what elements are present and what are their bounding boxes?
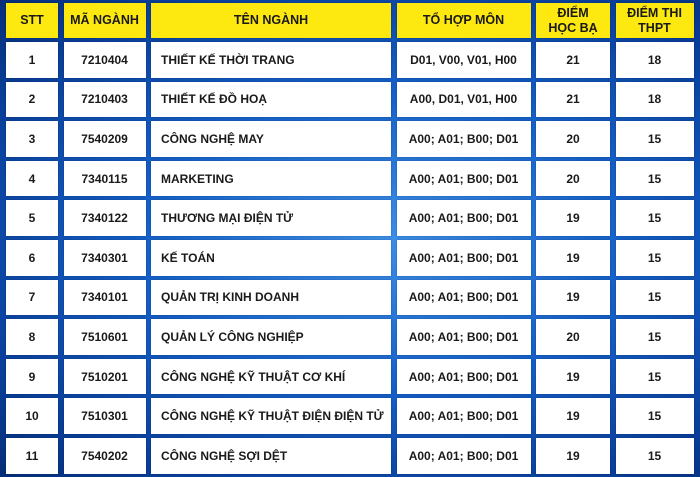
cell-transcript: 20	[536, 121, 610, 157]
cell-combo: A00; A01; B00; D01	[396, 398, 531, 434]
cell-exam: 15	[615, 121, 694, 157]
cell-transcript: 21	[536, 42, 610, 78]
cell-transcript: 20	[536, 160, 610, 197]
cell-code: 7540209	[63, 121, 146, 157]
cell-exam: 18	[615, 81, 694, 118]
cell-stt: 3	[6, 121, 58, 157]
cell-exam: 15	[615, 358, 694, 395]
cell-code: 7340122	[63, 200, 146, 236]
cell-combo: A00; A01; B00; D01	[396, 200, 531, 236]
cell-combo: A00; A01; B00; D01	[396, 437, 531, 474]
header-stt: STT	[6, 3, 58, 38]
cell-name: QUẢN TRỊ KINH DOANH	[151, 279, 391, 316]
cell-combo: A00; A01; B00; D01	[396, 279, 531, 316]
cell-stt: 8	[6, 319, 58, 355]
cell-exam: 15	[615, 279, 694, 316]
cell-exam: 15	[615, 200, 694, 236]
cell-code: 7510601	[63, 319, 146, 355]
cell-combo: A00, D01, V01, H00	[396, 81, 531, 118]
admission-table: STT MÃ NGÀNH TÊN NGÀNH TỔ HỢP MÔN ĐIỂM H…	[6, 3, 694, 474]
cell-code: 7210404	[63, 42, 146, 78]
cell-stt: 5	[6, 200, 58, 236]
cell-name: THIẾT KẾ THỜI TRANG	[151, 42, 391, 78]
cell-combo: A00; A01; B00; D01	[396, 160, 531, 197]
cell-stt: 1	[6, 42, 58, 78]
cell-stt: 9	[6, 358, 58, 395]
cell-name: CÔNG NGHỆ MAY	[151, 121, 391, 157]
cell-transcript: 20	[536, 319, 610, 355]
header-transcript-score: ĐIỂM HỌC BẠ	[536, 3, 610, 38]
cell-stt: 7	[6, 279, 58, 316]
header-code: MÃ NGÀNH	[63, 3, 146, 38]
header-name: TÊN NGÀNH	[151, 3, 391, 38]
cell-transcript: 19	[536, 279, 610, 316]
cell-exam: 15	[615, 239, 694, 276]
cell-transcript: 19	[536, 239, 610, 276]
cell-name: CÔNG NGHỆ SỢI DỆT	[151, 437, 391, 474]
cell-code: 7540202	[63, 437, 146, 474]
cell-exam: 15	[615, 319, 694, 355]
cell-combo: A00; A01; B00; D01	[396, 358, 531, 395]
cell-code: 7340115	[63, 160, 146, 197]
cell-code: 7340101	[63, 279, 146, 316]
cell-stt: 6	[6, 239, 58, 276]
cell-exam: 15	[615, 160, 694, 197]
header-exam-score: ĐIỂM THI THPT	[615, 3, 694, 38]
cell-transcript: 19	[536, 398, 610, 434]
cell-name: CÔNG NGHỆ KỸ THUẬT ĐIỆN ĐIỆN TỬ	[151, 398, 391, 434]
cell-transcript: 19	[536, 437, 610, 474]
cell-transcript: 21	[536, 81, 610, 118]
cell-stt: 10	[6, 398, 58, 434]
cell-name: THIẾT KẾ ĐỒ HOẠ	[151, 81, 391, 118]
cell-name: THƯƠNG MẠI ĐIỆN TỬ	[151, 200, 391, 236]
cell-name: KẾ TOÁN	[151, 239, 391, 276]
cell-exam: 15	[615, 437, 694, 474]
cell-code: 7210403	[63, 81, 146, 118]
cell-stt: 11	[6, 437, 58, 474]
cell-combo: D01, V00, V01, H00	[396, 42, 531, 78]
cell-stt: 2	[6, 81, 58, 118]
cell-code: 7340301	[63, 239, 146, 276]
cell-combo: A00; A01; B00; D01	[396, 239, 531, 276]
cell-code: 7510301	[63, 398, 146, 434]
header-combo: TỔ HỢP MÔN	[396, 3, 531, 38]
cell-combo: A00; A01; B00; D01	[396, 121, 531, 157]
cell-exam: 15	[615, 398, 694, 434]
cell-combo: A00; A01; B00; D01	[396, 319, 531, 355]
cell-stt: 4	[6, 160, 58, 197]
cell-code: 7510201	[63, 358, 146, 395]
cell-name: MARKETING	[151, 160, 391, 197]
cell-exam: 18	[615, 42, 694, 78]
cell-name: CÔNG NGHỆ KỸ THUẬT CƠ KHÍ	[151, 358, 391, 395]
cell-name: QUẢN LÝ CÔNG NGHIỆP	[151, 319, 391, 355]
cell-transcript: 19	[536, 358, 610, 395]
cell-transcript: 19	[536, 200, 610, 236]
